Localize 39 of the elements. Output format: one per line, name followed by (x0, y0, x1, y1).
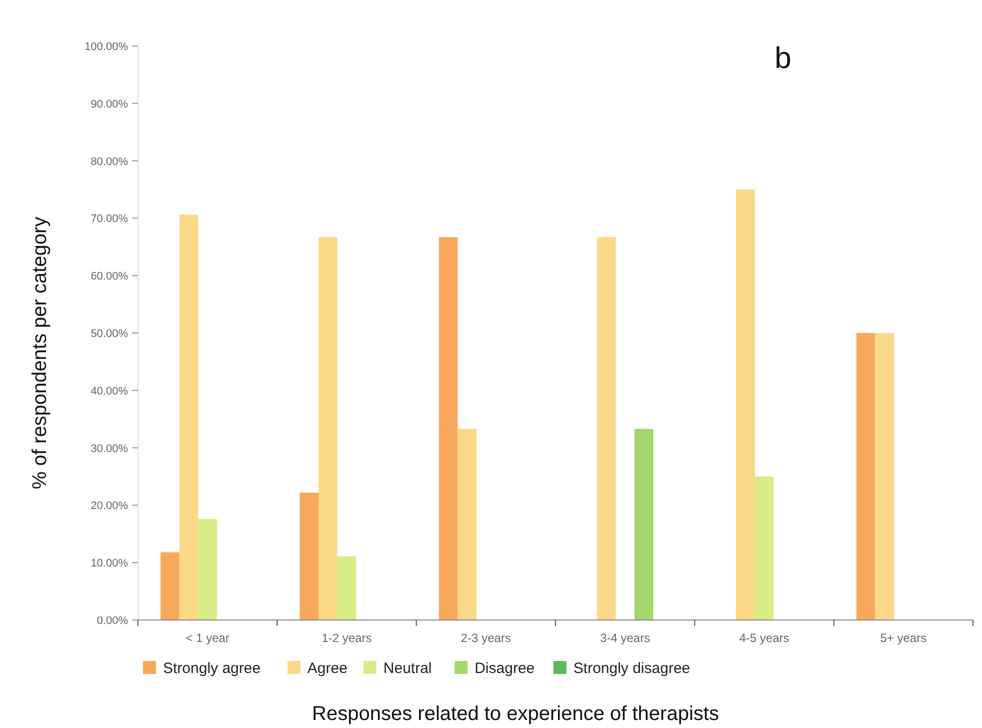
x-tick-label: 3-4 years (600, 631, 650, 645)
x-tick-label: 1-2 years (322, 631, 372, 645)
x-tick-label: 4-5 years (739, 631, 790, 645)
bar (179, 214, 198, 620)
bar (458, 428, 477, 620)
bar (160, 552, 180, 620)
x-tick-label: 5+ years (880, 631, 927, 645)
legend-label: Disagree (474, 660, 535, 677)
y-tick-label: 80.00% (90, 156, 128, 168)
legend-label: Strongly agree (163, 660, 261, 677)
bar (736, 190, 755, 620)
y-tick-label: 30.00% (90, 442, 128, 455)
bar (856, 333, 876, 620)
legend-label: Strongly disagree (573, 660, 690, 677)
bar (596, 237, 616, 620)
bar (438, 237, 458, 620)
y-tick-label: 70.00% (90, 213, 128, 226)
y-tick-label: 60.00% (90, 270, 128, 283)
bar (300, 492, 319, 620)
legend-label: Agree (307, 660, 348, 677)
y-tick-label: 50.00% (90, 328, 128, 340)
chart-title: b (774, 42, 792, 75)
x-tick-label: < 1 year (186, 631, 230, 645)
y-tick-label: 0.00% (96, 615, 128, 627)
bar (634, 428, 654, 620)
y-tick-label: 40.00% (90, 385, 128, 398)
y-axis-title: % of respondents per category (29, 216, 51, 490)
bar (318, 237, 338, 620)
y-tick-label: 20.00% (90, 500, 128, 512)
y-tick-label: 10.00% (90, 558, 128, 570)
bar (754, 476, 774, 620)
bar (337, 556, 356, 620)
legend-label: Neutral (383, 660, 432, 677)
bar (875, 333, 894, 620)
x-tick-label: 2-3 years (460, 631, 511, 645)
y-tick-label: 100.00% (84, 41, 128, 53)
y-tick-label: 90.00% (90, 98, 128, 110)
x-axis-title: Responses related to experience of therapists (312, 703, 719, 725)
bar (198, 518, 217, 620)
